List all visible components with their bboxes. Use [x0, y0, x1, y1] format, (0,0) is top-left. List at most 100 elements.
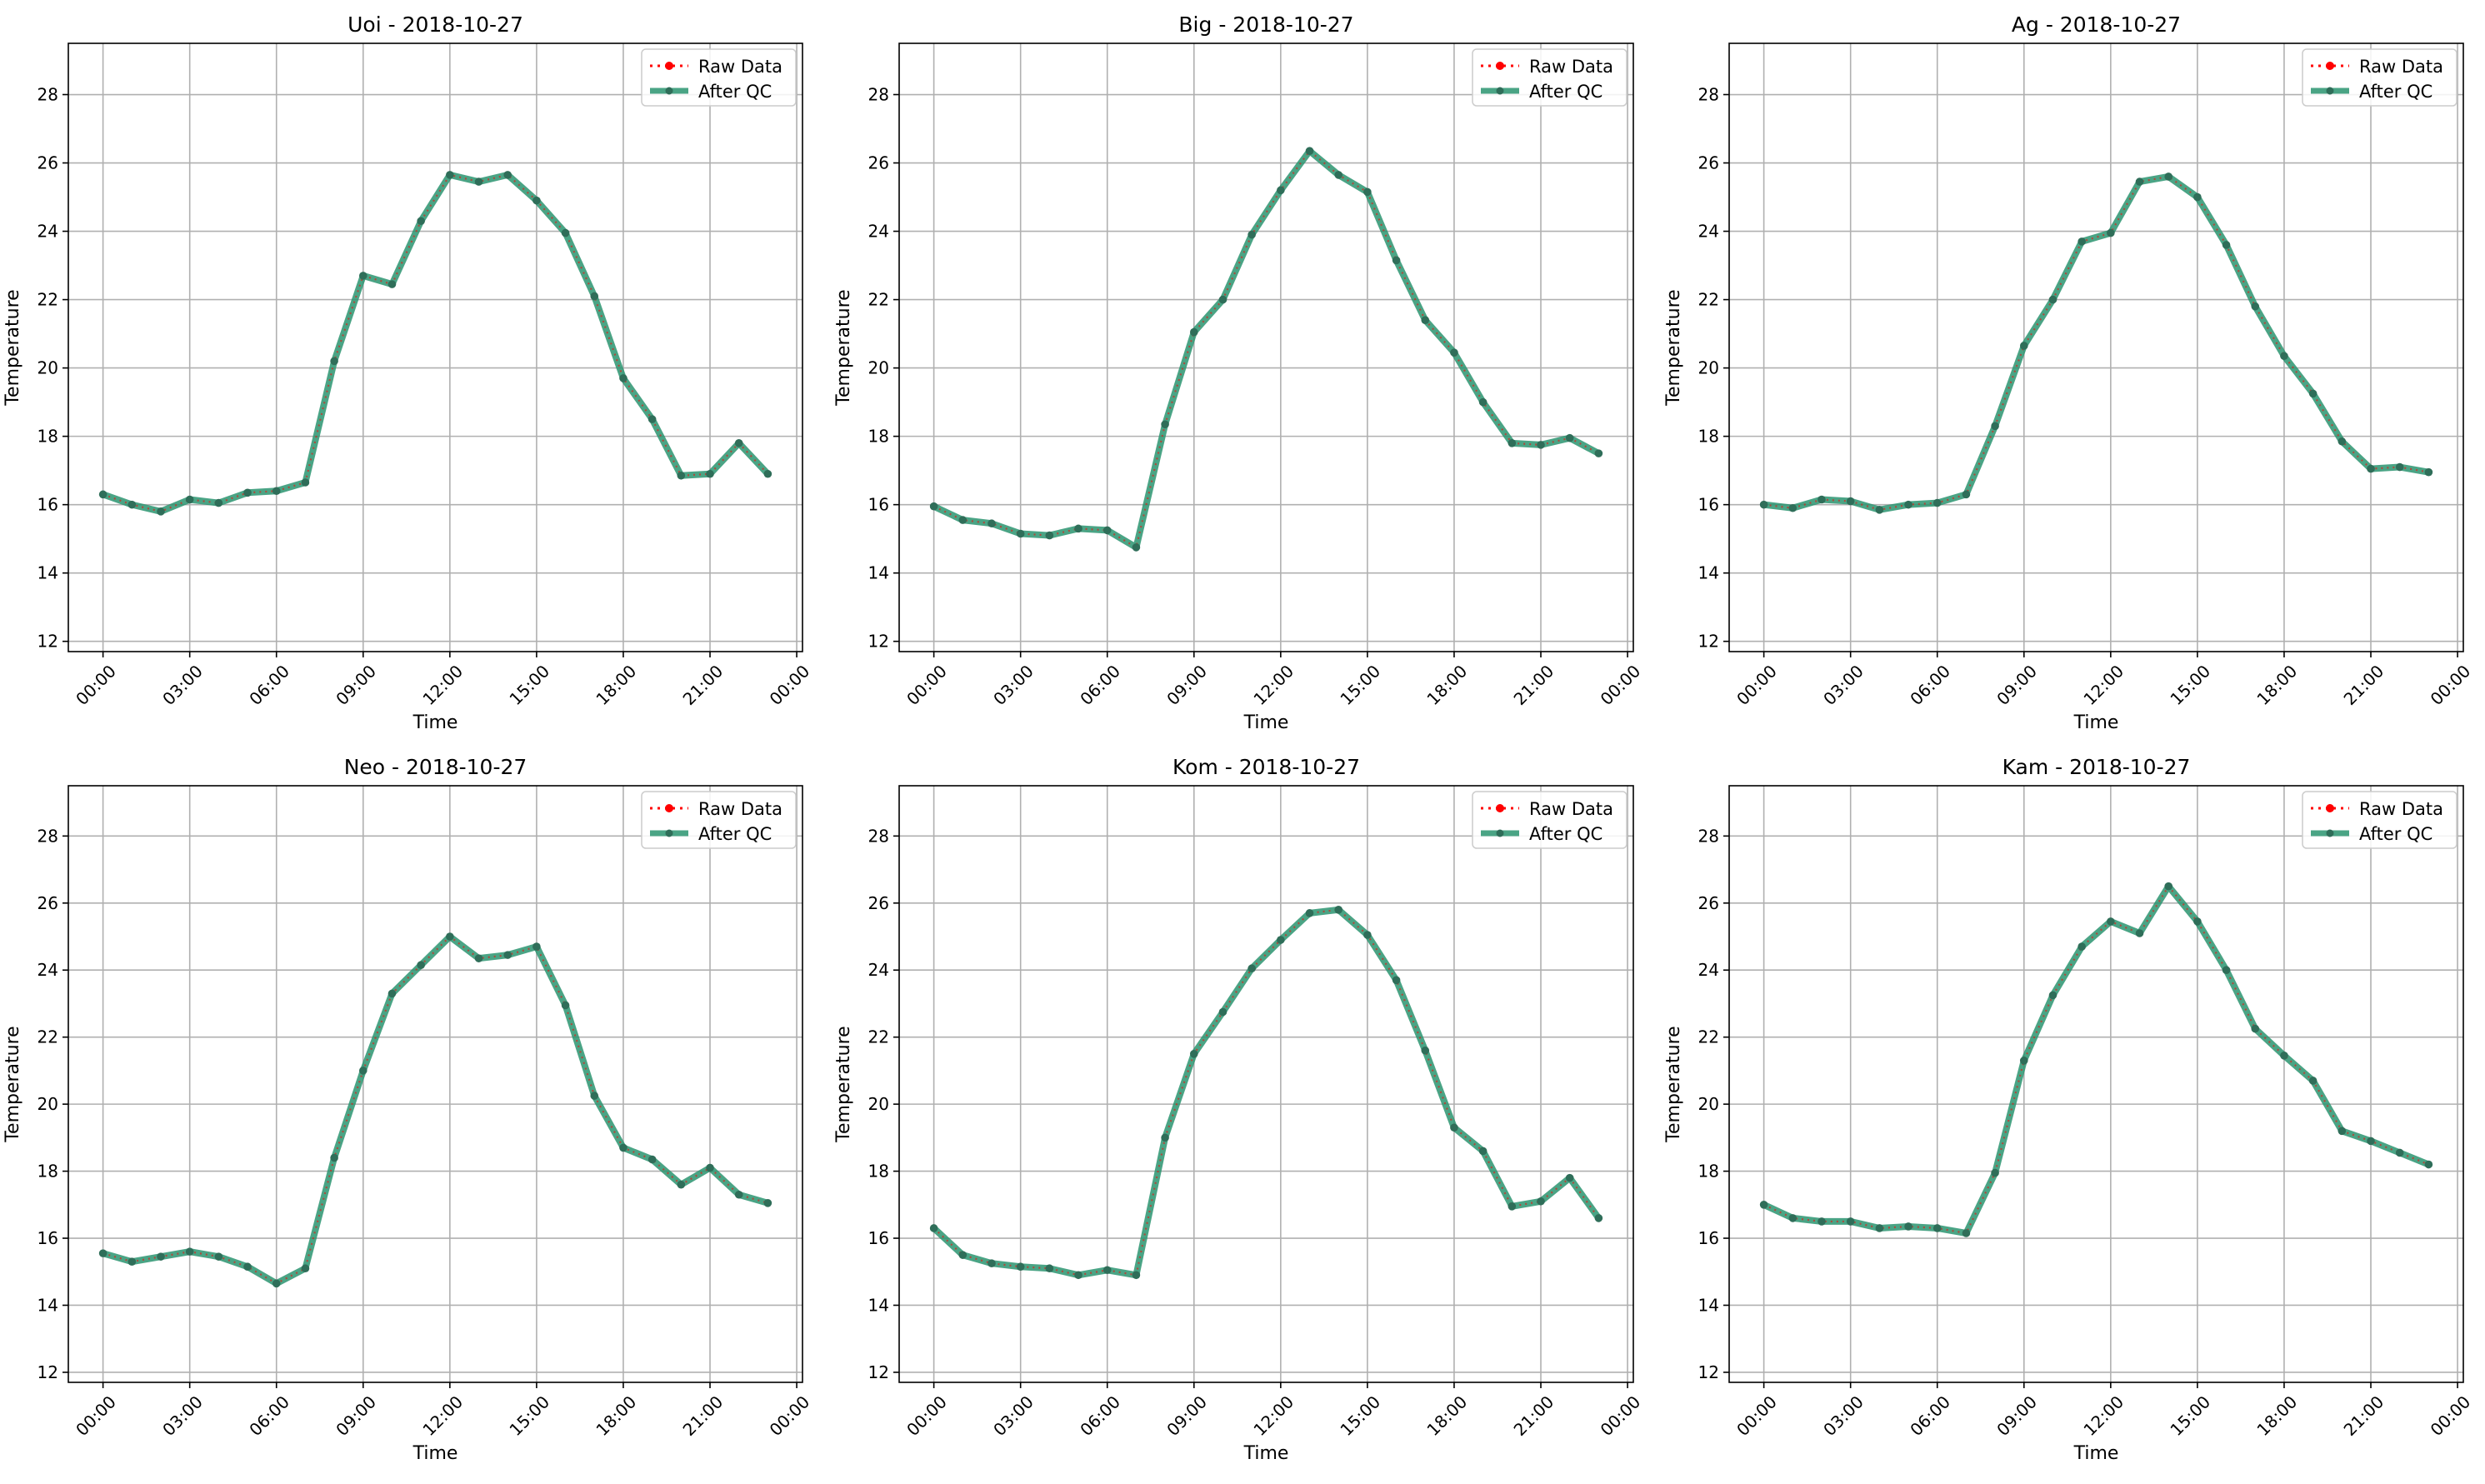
y-tick-label: 16	[868, 495, 889, 515]
data-point	[988, 519, 996, 528]
data-point	[2367, 1137, 2375, 1146]
legend-qc-marker	[665, 829, 673, 837]
data-point	[185, 1247, 194, 1256]
x-tick-label: 12:00	[2079, 661, 2128, 709]
y-tick-label: 18	[38, 427, 58, 447]
y-tick-label: 20	[868, 1094, 889, 1114]
x-tick-label: 15:00	[2166, 1392, 2214, 1440]
x-tick-label: 09:00	[1992, 661, 2041, 709]
axes-frame	[68, 785, 803, 1383]
y-tick-label: 16	[868, 1228, 889, 1248]
x-tick-label: 18:00	[592, 1392, 641, 1440]
y-axis-label: Temperature	[833, 289, 854, 406]
data-point	[2424, 1160, 2433, 1169]
data-point	[358, 1067, 368, 1075]
y-tick-label: 22	[868, 290, 889, 310]
subplot-title: Kom - 2018-10-27	[1172, 755, 1360, 779]
y-tick-label: 14	[868, 1295, 889, 1315]
x-tick-label: 09:00	[332, 1392, 380, 1440]
y-tick-label: 12	[1698, 632, 1719, 652]
legend-raw-marker	[665, 62, 673, 70]
y-tick-label: 26	[38, 153, 58, 173]
data-point	[2308, 389, 2318, 398]
x-tick-label: 12:00	[418, 1392, 467, 1440]
data-point	[1277, 936, 1285, 944]
data-point	[677, 1180, 686, 1189]
data-point	[648, 1155, 657, 1164]
x-tick-label: 06:00	[245, 1392, 293, 1440]
legend-qc-marker	[2326, 829, 2334, 837]
data-point	[1759, 1201, 1768, 1209]
x-tick-label: 15:00	[2166, 661, 2214, 709]
data-point	[1818, 1217, 1826, 1226]
legend-raw-marker	[665, 804, 673, 812]
y-tick-label: 16	[38, 1228, 58, 1248]
data-point	[98, 490, 108, 499]
y-tick-label: 22	[38, 1027, 58, 1047]
data-point	[1565, 1173, 1574, 1182]
data-point	[1045, 531, 1054, 540]
data-point	[2280, 352, 2288, 361]
data-point	[706, 469, 714, 478]
series-after-qc-line	[99, 933, 772, 1287]
data-point	[330, 1153, 338, 1162]
y-tick-label: 24	[1698, 222, 1719, 242]
x-tick-label: 00:00	[72, 1392, 120, 1440]
axes-frame	[1728, 785, 2464, 1383]
y-tick-label: 26	[868, 893, 889, 913]
data-point	[243, 1262, 252, 1272]
y-tick-label: 18	[1698, 427, 1719, 447]
y-tick-label: 26	[1698, 153, 1719, 173]
legend-qc-label: After QC	[698, 824, 772, 844]
axes-frame	[1728, 42, 2464, 652]
data-point	[474, 954, 483, 962]
data-point	[1248, 964, 1256, 973]
legend-qc-marker	[1496, 87, 1504, 95]
x-tick-label: 00:00	[766, 661, 814, 709]
y-tick-label: 14	[38, 563, 58, 583]
data-point	[1932, 1224, 1942, 1232]
legend-qc-marker	[665, 87, 673, 95]
data-point	[2193, 192, 2202, 202]
data-point	[2164, 882, 2173, 891]
legend-raw-label: Raw Data	[2359, 799, 2443, 819]
subplot-3: 00:00 03:00 06:00 09:00 12:00 15:00 18:00 21:00…	[1663, 12, 2474, 733]
data-point	[243, 488, 252, 497]
y-tick-label: 20	[38, 358, 58, 378]
data-point	[1074, 1271, 1082, 1280]
data-point	[1161, 420, 1169, 429]
data-point	[2164, 172, 2173, 181]
x-tick-label: 15:00	[1336, 1392, 1384, 1440]
x-tick-label: 03:00	[1819, 661, 1868, 709]
data-point	[619, 1143, 628, 1152]
data-point	[2308, 1077, 2318, 1085]
y-tick-label: 20	[868, 358, 889, 378]
x-tick-label: 21:00	[679, 1392, 728, 1440]
data-point	[1161, 1133, 1169, 1142]
y-tick-label: 24	[868, 960, 889, 980]
data-point	[1818, 495, 1826, 504]
axes-frame	[898, 785, 1634, 1383]
legend-qc-label: After QC	[1529, 82, 1602, 102]
y-tick-label: 20	[1698, 358, 1719, 378]
data-point	[272, 1279, 281, 1288]
y-tick-label: 28	[868, 826, 889, 846]
legend-raw-label: Raw Data	[698, 799, 782, 819]
x-tick-label: 03:00	[158, 661, 207, 709]
data-point	[2251, 1024, 2260, 1033]
x-tick-label: 21:00	[2340, 661, 2388, 709]
subplot-title: Neo - 2018-10-27	[344, 755, 528, 779]
x-tick-label: 21:00	[679, 661, 728, 709]
x-tick-label: 12:00	[1249, 661, 1298, 709]
y-tick-label: 24	[1698, 960, 1719, 980]
data-point	[301, 1264, 310, 1273]
y-tick-label: 24	[38, 222, 58, 242]
data-point	[1334, 171, 1343, 179]
legend-raw-label: Raw Data	[698, 57, 782, 77]
x-tick-label: 21:00	[1510, 661, 1558, 709]
data-point	[763, 1198, 772, 1207]
data-point	[958, 516, 968, 524]
x-tick-label: 15:00	[505, 661, 553, 709]
data-point	[1248, 230, 1256, 239]
subplot-4: 00:00 03:00 06:00 09:00 12:00 15:00 18:00 21:00…	[2, 755, 813, 1464]
